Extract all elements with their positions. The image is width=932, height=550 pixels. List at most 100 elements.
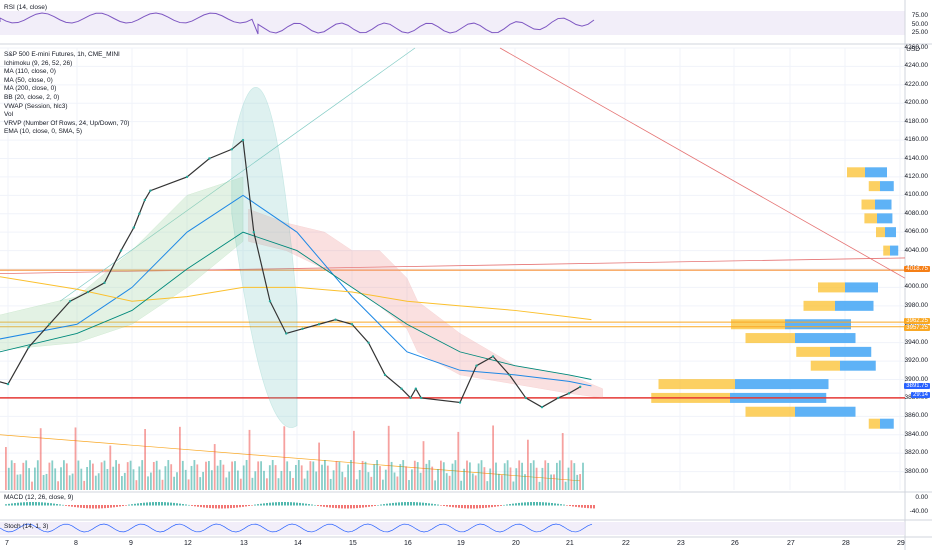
- macd-bar: [344, 505, 346, 509]
- macd-bar: [398, 502, 400, 506]
- volume-bar: [303, 478, 306, 490]
- volume-bar: [512, 481, 515, 490]
- volume-bar: [506, 460, 509, 490]
- macd-bar: [116, 505, 118, 507]
- macd-bar: [119, 505, 121, 507]
- volume-bar: [141, 460, 144, 490]
- legend-entry[interactable]: MA (200, close, 0): [4, 85, 57, 93]
- macd-bar: [353, 505, 355, 509]
- macd-bar: [281, 502, 283, 506]
- volume-bar: [266, 478, 268, 490]
- legend-entry[interactable]: EMA (10, close, 0, SMA, 5): [4, 128, 83, 136]
- volume-bar: [460, 480, 463, 490]
- price-point: [400, 387, 403, 390]
- price-point: [241, 138, 245, 142]
- price-tick-label: 3840.00: [904, 430, 929, 438]
- macd-bar: [263, 503, 265, 506]
- volume-bar: [161, 479, 164, 490]
- macd-bar: [110, 505, 112, 508]
- volume-bar: [292, 477, 294, 490]
- volume-bar: [248, 429, 251, 490]
- macd-bar: [35, 502, 37, 506]
- macd-bar: [149, 502, 151, 506]
- volume-bar: [527, 439, 529, 490]
- macd-bar: [365, 505, 367, 508]
- volume-bar: [437, 469, 439, 490]
- macd-bar: [371, 505, 373, 507]
- macd-bar: [509, 504, 511, 506]
- macd-bar: [545, 502, 547, 506]
- macd-bar: [362, 505, 364, 508]
- macd-bar: [248, 505, 250, 506]
- volume-bar: [376, 460, 378, 490]
- macd-bar: [158, 502, 160, 506]
- volume-profile-bar: [875, 199, 892, 210]
- volume-bar: [271, 460, 274, 490]
- price-point: [6, 382, 10, 386]
- legend-entry[interactable]: Ichimoku (9, 26, 52, 26): [4, 59, 73, 67]
- volume-bar: [129, 460, 132, 490]
- macd-bar: [257, 504, 259, 506]
- volume-bar: [419, 472, 422, 490]
- legend-entry[interactable]: MA (110, close, 0): [4, 68, 56, 76]
- volume-bar: [367, 472, 370, 490]
- volume-bar: [31, 481, 33, 490]
- volume-bar: [500, 475, 503, 490]
- time-tick-label: 15: [349, 540, 357, 547]
- volume-bar: [445, 473, 448, 490]
- price-point: [119, 249, 123, 252]
- price-point: [149, 189, 152, 192]
- volume-profile-bar: [830, 346, 872, 357]
- volume-bar: [425, 463, 428, 490]
- time-tick-label: 29: [897, 540, 905, 547]
- volume-bar: [100, 462, 103, 490]
- volume-bar: [245, 460, 248, 490]
- volume-bar: [239, 478, 242, 490]
- macd-bar: [17, 502, 19, 506]
- volume-bar: [123, 472, 126, 490]
- legend-entry[interactable]: S&P 500 E-mini Futures, 1h, CME_MINI: [4, 51, 120, 58]
- price-tick-label: 4180.00: [904, 117, 929, 125]
- volume-bar: [544, 460, 547, 490]
- volume-bar: [387, 425, 390, 490]
- legend-entry[interactable]: BB (20, close, 2, 0): [4, 93, 60, 101]
- volume-bar: [150, 472, 152, 490]
- price-point: [27, 346, 30, 349]
- volume-bar: [181, 460, 184, 490]
- macd-bar: [515, 503, 517, 506]
- macd-bar: [497, 505, 499, 507]
- macd-bar: [104, 505, 106, 509]
- macd-bar: [416, 502, 418, 506]
- macd-bar: [560, 504, 562, 506]
- macd-bar: [122, 505, 124, 507]
- volume-profile-bar: [810, 360, 840, 371]
- price-point: [367, 341, 370, 344]
- macd-bar: [71, 505, 73, 507]
- volume-bar: [202, 471, 204, 490]
- volume-profile-bar: [865, 167, 887, 178]
- volume-profile-bar: [864, 213, 877, 224]
- ma-line: [0, 276, 592, 321]
- legend-entry[interactable]: Vol: [4, 111, 14, 119]
- macd-bar: [245, 505, 247, 507]
- volume-bar: [347, 464, 349, 490]
- macd-bar: [434, 504, 436, 506]
- legend-entry[interactable]: VRVP (Number Of Rows, 24, Up/Down, 70): [4, 119, 130, 127]
- volume-profile-bar: [880, 418, 894, 429]
- volume-profile-bar: [868, 418, 880, 429]
- volume-bar: [422, 441, 425, 490]
- price-point: [252, 230, 255, 234]
- macd-bar: [290, 502, 292, 506]
- volume-bar: [448, 475, 451, 490]
- macd-bar: [11, 503, 13, 506]
- macd-bar: [359, 505, 361, 508]
- legend-entry[interactable]: VWAP (Session, hlc3): [4, 102, 68, 110]
- volume-profile-bar: [658, 379, 735, 390]
- price-point: [334, 318, 337, 321]
- legend-entry[interactable]: MA (50, close, 0): [4, 76, 53, 84]
- volume-bar: [106, 468, 109, 490]
- volume-profile-bar: [890, 245, 899, 256]
- macd-bar: [470, 505, 472, 509]
- volume-bar: [196, 464, 199, 490]
